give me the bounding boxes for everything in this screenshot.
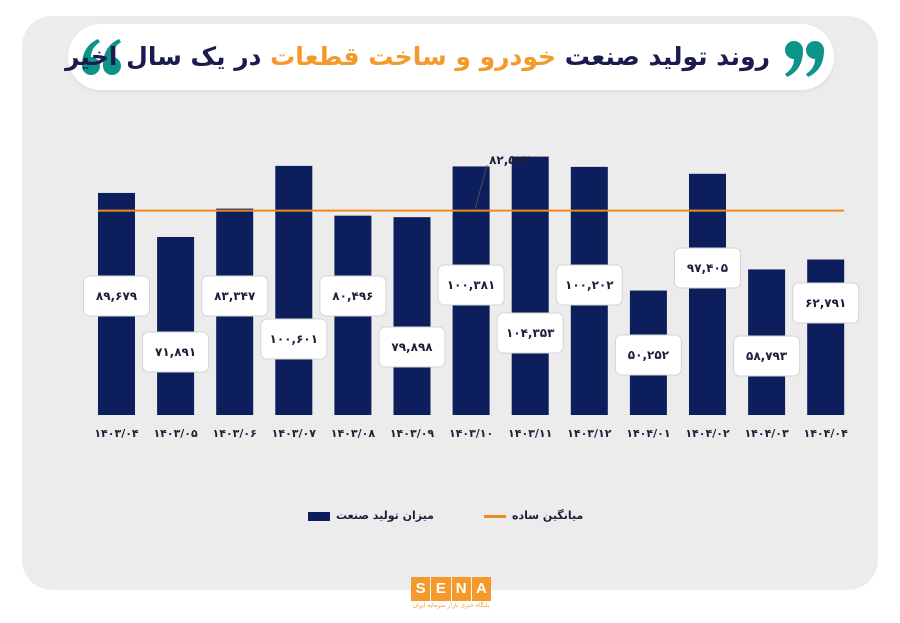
bar (689, 173, 726, 415)
data-label: ۷۱,۸۹۱ (155, 345, 196, 359)
data-label-box (260, 318, 328, 360)
sena-logo: S E N A (411, 577, 491, 601)
x-tick-label: ۱۴۰۳/۱۰ (449, 427, 493, 440)
average-value-label: ۸۲,۵۳۴ (489, 153, 530, 167)
logo-letter: E (431, 577, 451, 601)
data-label: ۷۹,۸۹۸ (391, 340, 433, 354)
data-label-box (83, 275, 150, 317)
data-label: ۸۹,۶۷۹ (96, 289, 138, 303)
data-label: ۵۸,۷۹۳ (746, 349, 788, 363)
legend-line-swatch (484, 515, 506, 518)
legend-line-label: میانگین ساده (512, 509, 584, 522)
x-tick-label: ۱۴۰۳/۰۸ (331, 427, 376, 440)
logo-subtitle: پایگاه خبری بازار سرمایه ایران (412, 602, 490, 609)
title-part2: در یک سال اخیر (65, 42, 262, 71)
x-tick-label: ۱۴۰۴/۰۳ (744, 427, 789, 440)
data-label-box (792, 282, 860, 324)
data-label: ۱۰۰,۶۰۱ (270, 332, 319, 346)
x-tick-label: ۱۴۰۳/۰۷ (272, 427, 317, 440)
x-tick-label: ۱۴۰۳/۰۴ (94, 427, 139, 440)
data-label: ۶۲,۷۹۱ (805, 296, 846, 310)
legend-bar-label: میزان تولید صنعت (336, 509, 434, 522)
data-label: ۵۰,۲۵۲ (628, 348, 670, 362)
x-tick-label: ۱۴۰۴/۰۴ (804, 427, 849, 440)
x-tick-label: ۱۴۰۴/۰۲ (685, 427, 730, 440)
data-label: ۱۰۰,۲۰۲ (565, 278, 614, 292)
bar (157, 236, 195, 415)
data-label-box (142, 331, 210, 373)
bar (511, 156, 549, 415)
data-label-box (555, 264, 623, 306)
data-label-box (378, 326, 446, 368)
page-title: روند تولید صنعت خودرو و ساخت قطعات در یک… (65, 24, 770, 90)
title-banner (68, 24, 834, 90)
data-label: ۱۰۰,۳۸۱ (447, 278, 496, 292)
data-label-box (201, 275, 269, 317)
data-label: ۹۷,۴۰۵ (687, 261, 728, 275)
bar (275, 165, 313, 415)
legend-bar-swatch (308, 512, 330, 521)
quote-open-icon (82, 39, 121, 75)
x-tick-label: ۱۴۰۳/۱۱ (508, 427, 552, 440)
bar (393, 217, 431, 415)
logo-letter: S (411, 577, 431, 601)
title-highlight: خودرو و ساخت قطعات (270, 42, 557, 71)
logo-letter: N (451, 577, 471, 601)
x-tick-label: ۱۴۰۳/۰۵ (153, 427, 198, 440)
data-label-box (614, 334, 682, 376)
data-label-box (496, 312, 564, 354)
data-label: ۸۰,۴۹۶ (332, 289, 373, 303)
x-tick-label: ۱۴۰۳/۰۶ (213, 427, 257, 440)
data-label-box (733, 335, 801, 377)
x-tick-label: ۱۴۰۴/۰۱ (626, 427, 670, 440)
x-tick-label: ۱۴۰۳/۱۲ (567, 427, 612, 440)
data-label: ۸۳,۳۴۷ (214, 289, 256, 303)
x-tick-label: ۱۴۰۳/۰۹ (390, 427, 435, 440)
average-leader-line (474, 164, 488, 209)
title-part1: روند تولید صنعت (564, 42, 770, 71)
data-label-box (437, 264, 505, 306)
data-label-box (319, 275, 387, 317)
logo-letter: A (471, 577, 491, 601)
quote-close-icon (785, 41, 824, 77)
data-label-box (674, 247, 741, 289)
data-label: ۱۰۴,۳۵۳ (506, 326, 555, 340)
